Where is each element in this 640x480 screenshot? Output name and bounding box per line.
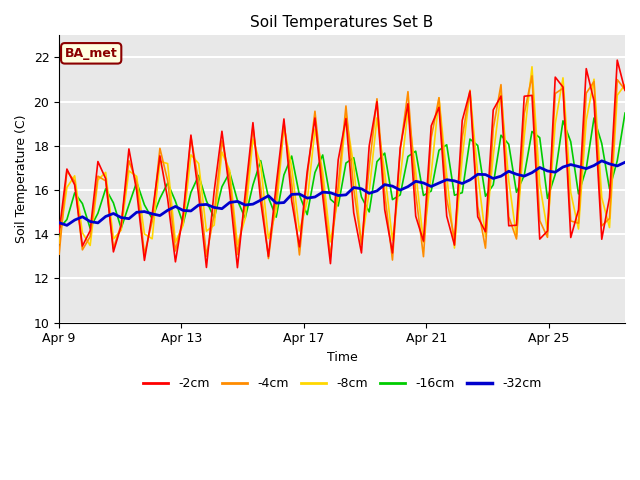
- Title: Soil Temperatures Set B: Soil Temperatures Set B: [250, 15, 434, 30]
- Text: BA_met: BA_met: [65, 47, 118, 60]
- X-axis label: Time: Time: [326, 351, 358, 364]
- Legend: -2cm, -4cm, -8cm, -16cm, -32cm: -2cm, -4cm, -8cm, -16cm, -32cm: [138, 372, 547, 395]
- Y-axis label: Soil Temperature (C): Soil Temperature (C): [15, 115, 28, 243]
